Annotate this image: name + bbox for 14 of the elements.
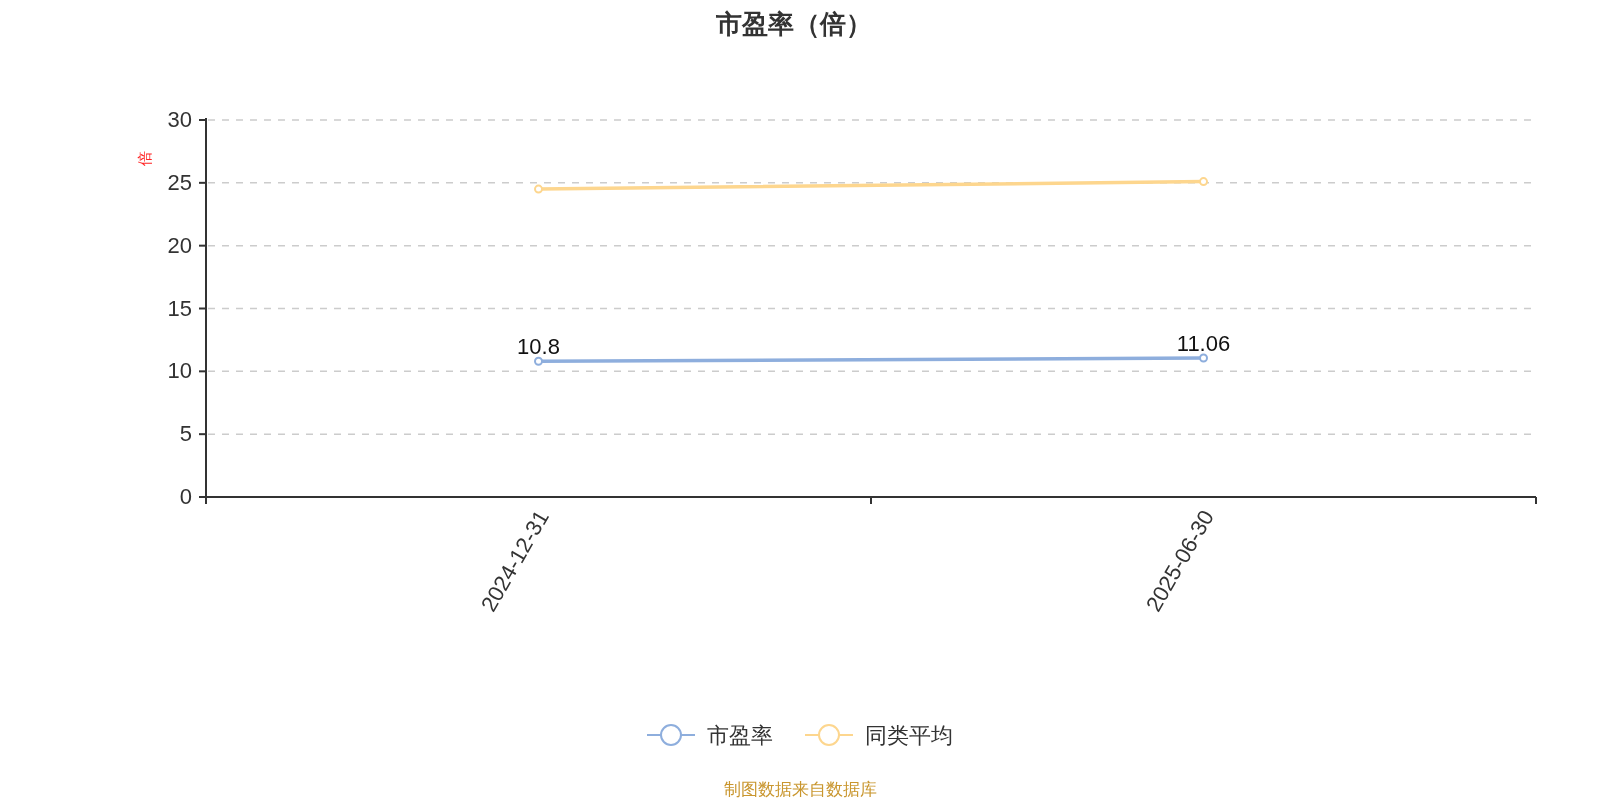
ytick: 25: [167, 169, 192, 195]
annotation: 制图数据来自数据库: [723, 780, 877, 799]
ytick: 15: [167, 295, 192, 321]
data-label: 10.8: [517, 334, 560, 360]
ytick: 30: [167, 107, 192, 132]
legend-label: 同类平均: [865, 723, 953, 748]
ytick: 10: [167, 358, 192, 384]
data-label: 11.06: [1176, 331, 1231, 356]
legend-label: 市盈率: [707, 723, 773, 748]
ytick: 0: [179, 484, 192, 509]
ylabel: 倍: [135, 150, 153, 166]
ytick: 5: [179, 421, 192, 447]
ytick: 20: [167, 232, 192, 258]
title: 市盈率（倍）: [716, 9, 872, 39]
